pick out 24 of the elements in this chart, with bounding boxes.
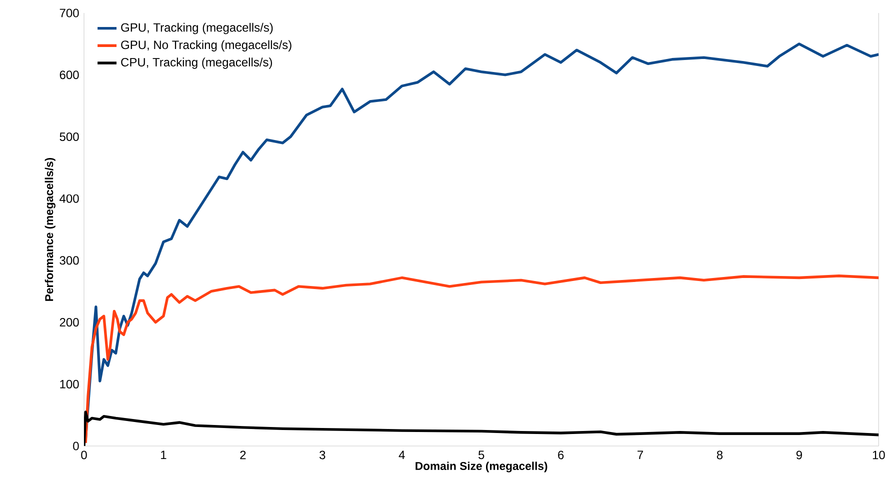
legend-label: CPU, Tracking (megacells/s) <box>121 58 272 69</box>
legend-label: GPU, Tracking (megacells/s) <box>121 22 273 34</box>
y-tick-label: 500 <box>60 132 79 141</box>
y-tick-label: 300 <box>60 256 79 265</box>
x-tick-label: 4 <box>398 450 405 459</box>
x-tick-label: 6 <box>558 450 564 460</box>
x-tick-label: 8 <box>716 450 723 460</box>
x-tick-label: 1 <box>161 450 166 459</box>
y-tick-label: 0 <box>73 442 79 450</box>
y-tick-label: 100 <box>60 380 79 388</box>
x-tick-label: 7 <box>638 450 643 459</box>
x-tick-label: 2 <box>240 450 246 460</box>
x-tick-label: 5 <box>478 450 484 460</box>
x-tick-label: 9 <box>796 450 802 460</box>
y-tick-label: 600 <box>60 70 79 80</box>
x-tick-label: 10 <box>872 450 885 460</box>
y-tick-label: 700 <box>60 8 79 18</box>
y-tick-label: 200 <box>60 318 79 327</box>
legend-label: GPU, No Tracking (megacells/s) <box>121 40 292 52</box>
x-tick-label: 3 <box>320 450 326 460</box>
x-axis-title: Domain Size (megacells) <box>416 462 548 472</box>
y-tick-label: 400 <box>60 194 79 203</box>
y-axis-title: Performance (megacells/s) <box>44 158 56 301</box>
x-tick-label: 0 <box>81 450 87 460</box>
